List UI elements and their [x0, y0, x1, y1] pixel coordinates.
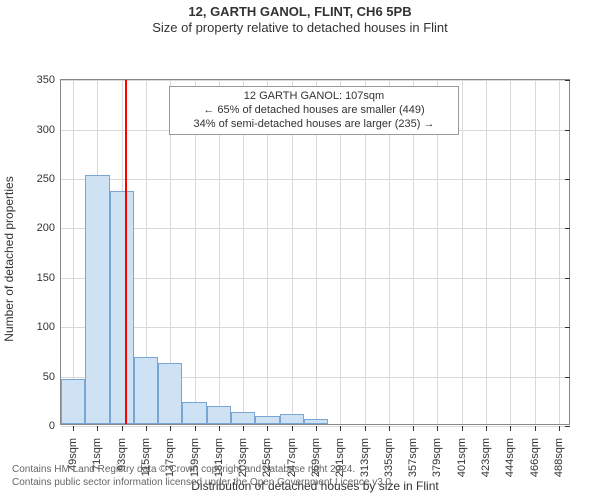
footer: Contains HM Land Registry data © Crown c…: [0, 464, 600, 489]
histogram-bar: [158, 363, 182, 424]
gridline-v: [462, 80, 463, 424]
histogram-bar: [280, 414, 304, 424]
y-axis-label: Number of detached properties: [2, 176, 16, 341]
gridline-v: [535, 80, 536, 424]
histogram-bar: [207, 406, 231, 424]
annotation-line: ← 65% of detached houses are smaller (44…: [176, 104, 452, 118]
y-tick-label: 150: [37, 272, 61, 284]
annotation-line: 12 GARTH GANOL: 107sqm: [176, 90, 452, 104]
annotation-line: 34% of semi-detached houses are larger (…: [176, 118, 452, 132]
gridline-h: [61, 426, 569, 427]
footer-line-2: Contains public sector information licen…: [12, 477, 588, 490]
page-subtitle: Size of property relative to detached ho…: [0, 20, 600, 36]
annotation-box: 12 GARTH GANOL: 107sqm← 65% of detached …: [169, 86, 459, 135]
page-title: 12, GARTH GANOL, FLINT, CH6 5PB: [0, 0, 600, 20]
gridline-h: [61, 228, 569, 229]
histogram-bar: [134, 357, 158, 424]
gridline-h: [61, 80, 569, 81]
y-tick-label: 350: [37, 74, 61, 86]
plot-area: 05010015020025030035049sqm71sqm93sqm115s…: [60, 79, 570, 425]
gridline-h: [61, 278, 569, 279]
histogram-bar: [304, 419, 328, 424]
gridline-v: [510, 80, 511, 424]
y-tick-label: 250: [37, 173, 61, 185]
y-tick-label: 300: [37, 124, 61, 136]
y-tick-label: 50: [43, 371, 61, 383]
gridline-h: [61, 327, 569, 328]
gridline-v: [559, 80, 560, 424]
y-tick-label: 0: [49, 420, 61, 432]
gridline-v: [73, 80, 74, 424]
histogram-bar: [61, 379, 85, 424]
histogram-bar: [110, 191, 134, 424]
histogram-bar: [231, 412, 255, 424]
y-tick-label: 100: [37, 321, 61, 333]
histogram-bar: [85, 175, 109, 424]
histogram-bar: [182, 402, 206, 424]
histogram-bar: [255, 416, 279, 424]
gridline-v: [486, 80, 487, 424]
footer-line-1: Contains HM Land Registry data © Crown c…: [12, 464, 588, 477]
y-tick-label: 200: [37, 222, 61, 234]
gridline-h: [61, 179, 569, 180]
highlight-line: [125, 80, 127, 424]
